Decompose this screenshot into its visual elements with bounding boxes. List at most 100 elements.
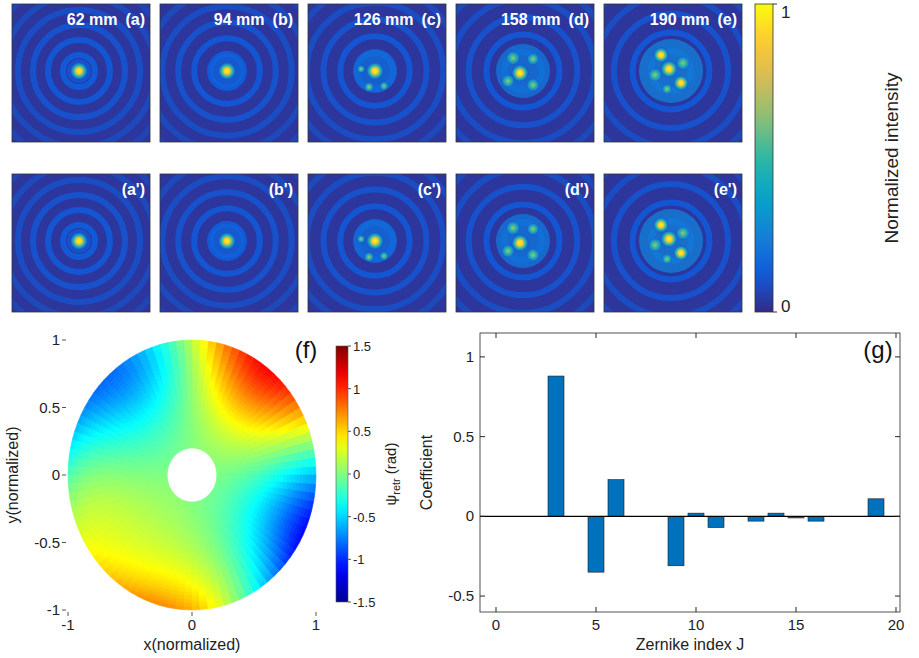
phase-cell xyxy=(188,531,192,535)
phase-cell xyxy=(192,563,198,567)
diffraction-ring xyxy=(160,174,298,312)
diffraction-ring xyxy=(194,38,260,104)
phase-cell xyxy=(192,401,196,405)
intensity-spot xyxy=(526,248,540,262)
intensity-panel: (d') xyxy=(416,134,631,349)
diffraction-ring xyxy=(210,224,244,258)
diffraction-ring xyxy=(210,54,244,88)
panel-label: (c') xyxy=(418,181,441,198)
phase-cell xyxy=(192,567,198,571)
panel-frame xyxy=(604,4,742,142)
panel-frame xyxy=(160,174,298,312)
phase-cell xyxy=(263,470,266,475)
diffraction-ring xyxy=(160,174,298,312)
diffraction-ring xyxy=(33,195,125,287)
diffraction-ring xyxy=(18,180,140,302)
diffraction-ring xyxy=(604,174,742,312)
phase-cell xyxy=(111,475,114,481)
diffraction-ring xyxy=(178,22,276,120)
phase-cell xyxy=(192,412,196,416)
phase-cell xyxy=(188,412,192,416)
intensity-image xyxy=(12,4,150,142)
intensity-panel: (b') xyxy=(131,145,324,338)
phase-cell xyxy=(192,527,195,531)
image-background xyxy=(12,4,150,142)
phase-cell xyxy=(124,470,127,475)
phase-cell xyxy=(108,475,111,481)
panel-frame xyxy=(456,4,594,142)
phase-cell xyxy=(131,475,134,479)
tick xyxy=(773,4,777,5)
phase-cell xyxy=(111,469,114,475)
intensity-panel: (a)62 mm xyxy=(0,0,170,162)
phase-cell xyxy=(186,383,192,387)
diffraction-ring xyxy=(323,19,426,122)
phase-cell xyxy=(266,469,269,475)
phase-cell xyxy=(154,472,157,475)
phase-cell xyxy=(192,549,197,553)
phase-cell xyxy=(192,390,197,394)
intensity-spot xyxy=(676,56,690,70)
phase-cell xyxy=(192,556,197,560)
diffraction-ring xyxy=(63,55,95,87)
diffraction-ring xyxy=(12,4,150,142)
diffraction-ring xyxy=(12,4,150,142)
phase-cell xyxy=(276,475,279,481)
phase-cell xyxy=(128,475,131,480)
diffraction-ring xyxy=(308,4,446,142)
phase-cell xyxy=(189,527,192,531)
image-background xyxy=(604,174,742,312)
phase-cell xyxy=(188,541,192,545)
phase-cell xyxy=(237,472,240,475)
distance-label: 62 mm xyxy=(67,11,118,28)
halo xyxy=(496,214,550,268)
phase-cell xyxy=(137,475,140,479)
intensity-panel: (c') xyxy=(273,139,477,343)
intensity-panel: (e)190 mm xyxy=(558,0,784,184)
image-background xyxy=(160,4,298,142)
intensity-image xyxy=(604,174,742,312)
phase-cell xyxy=(270,469,273,475)
intensity-spot xyxy=(673,75,689,91)
phase-cell xyxy=(144,472,147,475)
distance-label: 190 mm xyxy=(650,11,710,28)
phase-cell xyxy=(189,520,192,524)
phase-cell xyxy=(192,441,194,445)
halo xyxy=(67,229,91,253)
phase-cell xyxy=(187,559,192,563)
intensity-image xyxy=(456,4,594,142)
diffraction-ring xyxy=(456,4,594,142)
image-background xyxy=(604,4,742,142)
intensity-spot xyxy=(527,223,540,236)
diffraction-ring xyxy=(323,189,426,292)
phase-cell xyxy=(104,469,107,475)
phase-cell xyxy=(192,531,196,535)
intensity-panel: (a') xyxy=(0,150,170,332)
halo xyxy=(67,59,91,83)
phase-cell xyxy=(157,473,160,475)
diffraction-ring xyxy=(604,4,742,142)
phase-cell xyxy=(192,538,196,542)
panel-label: (b) xyxy=(273,11,293,28)
colorbar-title: Normalized intensity xyxy=(881,72,902,244)
intensity-spot xyxy=(662,254,673,265)
phase-cell xyxy=(151,472,154,475)
diffraction-ring xyxy=(18,10,140,132)
phase-cell xyxy=(189,419,192,423)
intensity-colorbar: 01Normalized intensity xyxy=(755,3,902,316)
phase-cell xyxy=(131,471,134,475)
phase-cell xyxy=(114,475,117,481)
phase-cell xyxy=(121,470,124,475)
intensity-image xyxy=(308,174,446,312)
colorbar xyxy=(755,4,773,312)
phase-cell xyxy=(273,475,276,481)
halo xyxy=(639,39,703,103)
diffraction-ring xyxy=(456,174,594,312)
intensity-spot xyxy=(366,232,384,250)
phase-cell xyxy=(243,475,246,479)
halo xyxy=(210,224,244,258)
phase-cell xyxy=(134,471,137,475)
phase-cell xyxy=(104,475,107,481)
panel-frame xyxy=(12,174,150,312)
diffraction-ring xyxy=(308,174,443,309)
